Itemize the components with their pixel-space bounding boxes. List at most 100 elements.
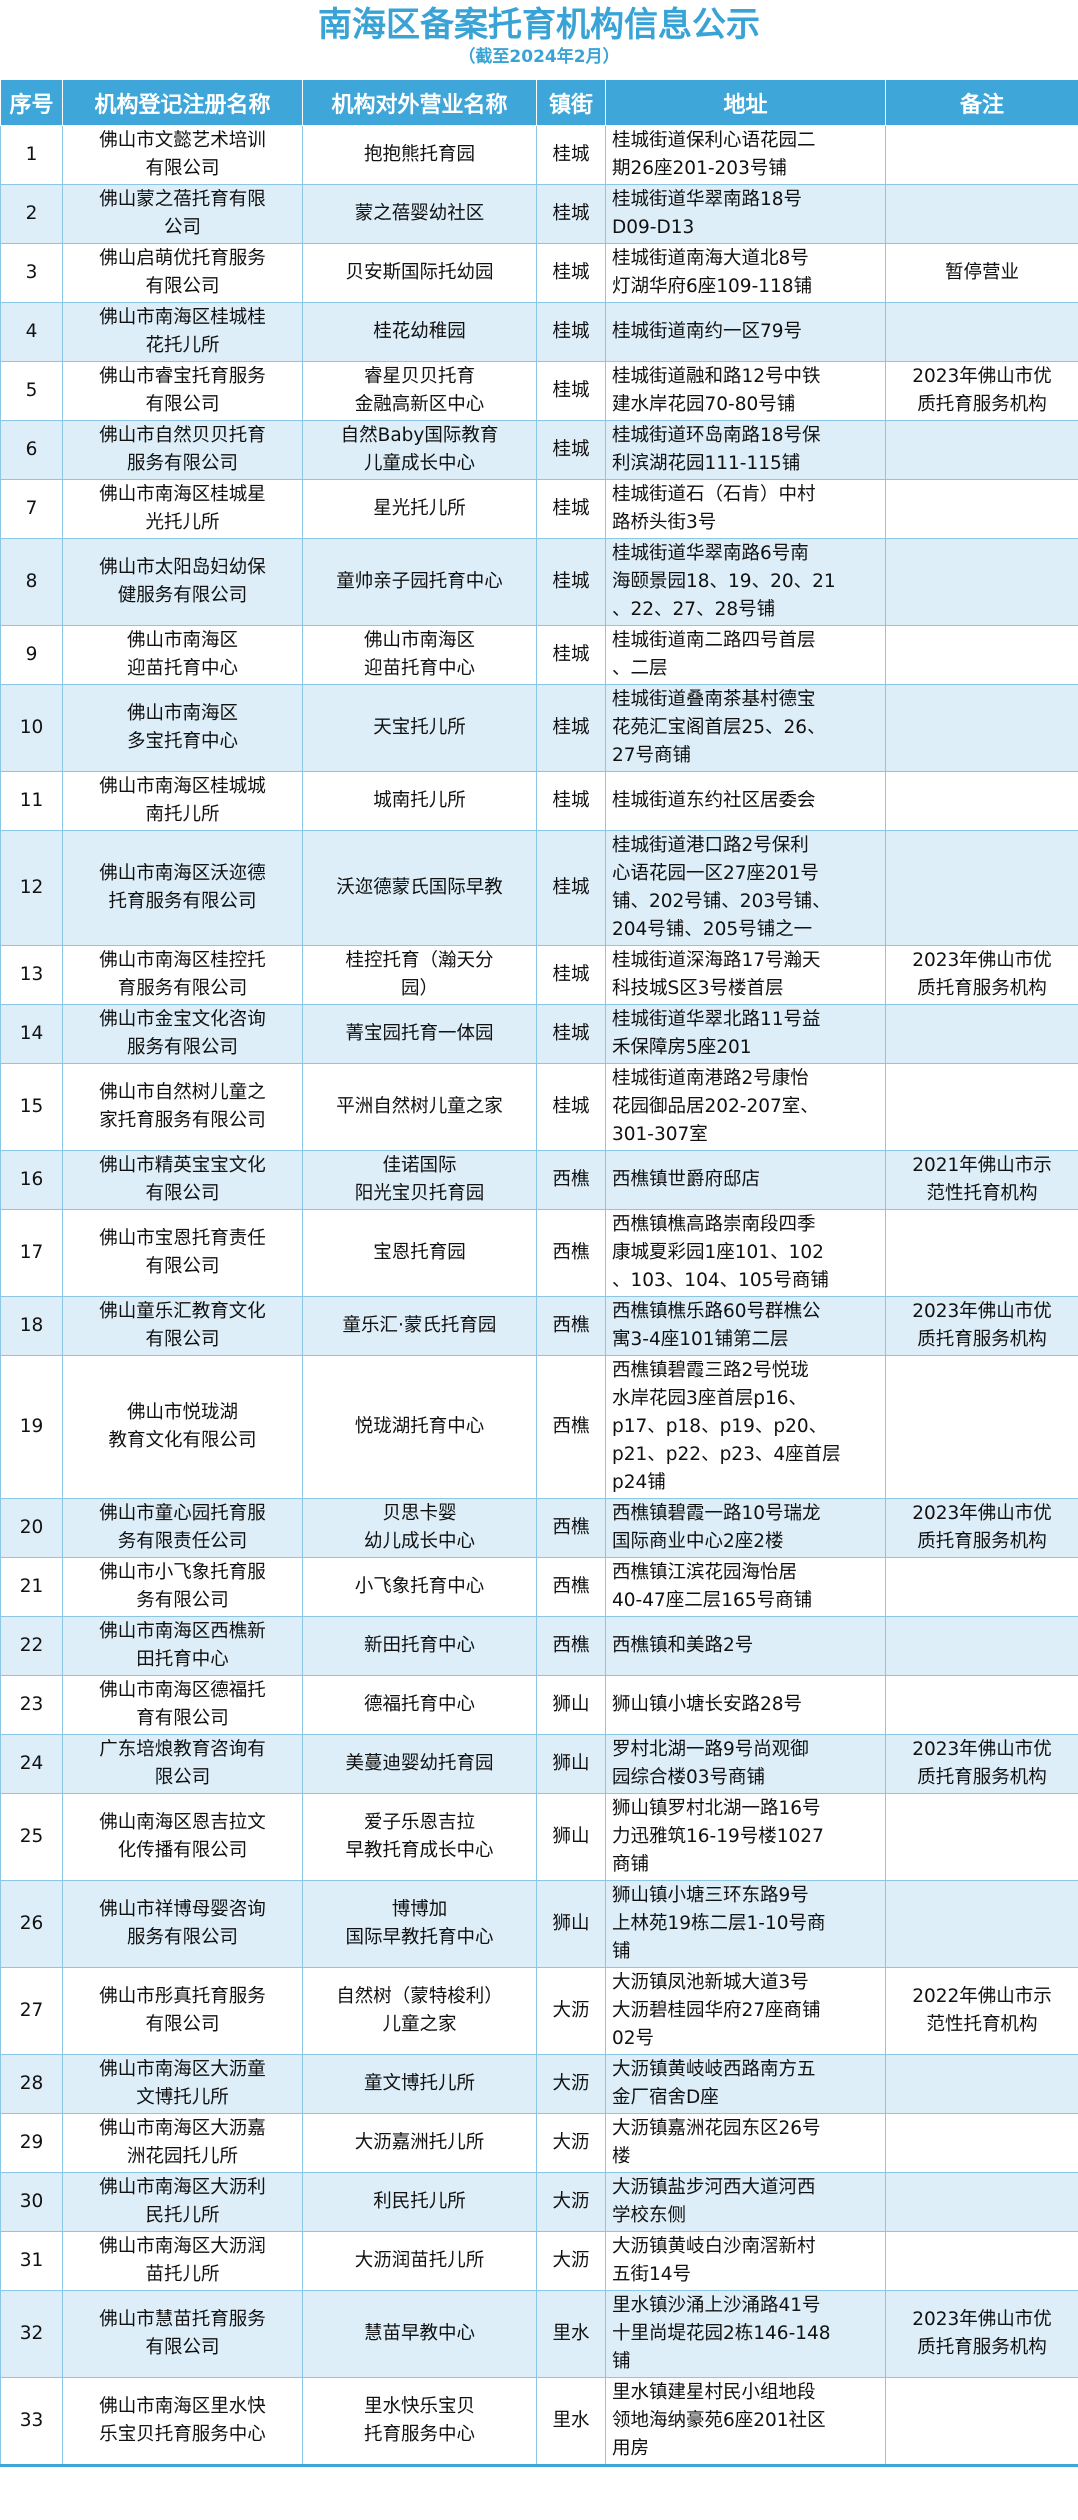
seq-cell: 7	[0, 479, 63, 539]
table-row: 10 佛山市南海区 多宝托育中心 天宝托儿所 桂城 桂城街道叠南茶基村德宝 花苑汇宝阁首…	[0, 684, 1078, 772]
business-name-cell: 自然树（蒙特梭利） 儿童之家	[302, 1967, 537, 2055]
seq-cell: 14	[0, 1004, 63, 1064]
reg-name-cell: 佛山市南海区西樵新 田托育中心	[62, 1616, 303, 1676]
address-cell: 狮山镇小塘长安路28号	[605, 1675, 886, 1735]
reg-name-cell: 佛山市南海区德福托 育有限公司	[62, 1675, 303, 1735]
address-cell: 狮山镇罗村北湖一路16号 力迅雅筑16-19号楼1027 商铺	[605, 1793, 886, 1881]
business-name-cell: 菁宝园托育一体园	[302, 1004, 537, 1064]
address-cell: 桂城街道保利心语花园二 期26座201-203号铺	[605, 125, 886, 185]
note-cell	[885, 125, 1078, 185]
address-cell: 桂城街道南港路2号康怡 花园御品居202-207室、 301-307室	[605, 1063, 886, 1151]
seq-cell: 17	[0, 1209, 63, 1297]
town-cell: 大沥	[536, 2231, 606, 2291]
seq-cell: 13	[0, 945, 63, 1005]
business-name-cell: 星光托儿所	[302, 479, 537, 539]
reg-name-cell: 佛山市悦珑湖 教育文化有限公司	[62, 1355, 303, 1499]
business-name-cell: 宝恩托育园	[302, 1209, 537, 1297]
reg-name-cell: 佛山市太阳岛妇幼保 健服务有限公司	[62, 538, 303, 626]
address-cell: 桂城街道融和路12号中铁 建水岸花园70-80号铺	[605, 361, 886, 421]
address-cell: 罗村北湖一路9号尚观御 园综合楼03号商铺	[605, 1734, 886, 1794]
seq-cell: 19	[0, 1355, 63, 1499]
reg-name-cell: 佛山市自然贝贝托育 服务有限公司	[62, 420, 303, 480]
note-cell: 2023年佛山市优 质托育服务机构	[885, 945, 1078, 1005]
town-cell: 狮山	[536, 1675, 606, 1735]
address-cell: 西樵镇樵高路崇南段四季 康城夏彩园1座101、102 、103、104、105号…	[605, 1209, 886, 1297]
table-row: 8 佛山市太阳岛妇幼保 健服务有限公司 童帅亲子园托育中心 桂城 桂城街道华翠南路6号南…	[0, 538, 1078, 626]
address-cell: 桂城街道南二路四号首层 、二层	[605, 625, 886, 685]
business-name-cell: 抱抱熊托育园	[302, 125, 537, 185]
table-row: 23 佛山市南海区德福托 育有限公司 德福托育中心 狮山 狮山镇小塘长安路28号	[0, 1675, 1078, 1735]
address-cell: 西樵镇江滨花园海怡居 40-47座二层165号商铺	[605, 1557, 886, 1617]
reg-name-cell: 佛山市南海区大沥润 苗托儿所	[62, 2231, 303, 2291]
business-name-cell: 童乐汇·蒙氏托育园	[302, 1296, 537, 1356]
table-row: 1 佛山市文懿艺术培训 有限公司 抱抱熊托育园 桂城 桂城街道保利心语花园二 期26座2…	[0, 125, 1078, 185]
business-name-cell: 桂花幼稚园	[302, 302, 537, 362]
business-name-cell: 睿星贝贝托育 金融高新区中心	[302, 361, 537, 421]
table-row: 27 佛山市彤真托育服务 有限公司 自然树（蒙特梭利） 儿童之家 大沥 大沥镇凤池新城大…	[0, 1967, 1078, 2055]
seq-cell: 33	[0, 2377, 63, 2466]
reg-name-cell: 佛山市慧苗托育服务 有限公司	[62, 2290, 303, 2378]
reg-name-cell: 佛山市宝恩托育责任 有限公司	[62, 1209, 303, 1297]
town-cell: 桂城	[536, 771, 606, 831]
town-cell: 大沥	[536, 2054, 606, 2114]
business-name-cell: 桂控托育（瀚天分 园）	[302, 945, 537, 1005]
address-cell: 西樵镇和美路2号	[605, 1616, 886, 1676]
town-cell: 桂城	[536, 830, 606, 946]
note-cell	[885, 2113, 1078, 2173]
reg-name-cell: 佛山市彤真托育服务 有限公司	[62, 1967, 303, 2055]
address-cell: 大沥镇嘉洲花园东区26号 楼	[605, 2113, 886, 2173]
business-name-cell: 城南托儿所	[302, 771, 537, 831]
business-name-cell: 佳诺国际 阳光宝贝托育园	[302, 1150, 537, 1210]
seq-cell: 3	[0, 243, 63, 303]
address-cell: 里水镇建星村民小组地段 领地海纳豪苑6座201社区 用房	[605, 2377, 886, 2466]
reg-name-cell: 佛山市童心园托育服 务有限责任公司	[62, 1498, 303, 1558]
reg-name-cell: 佛山市睿宝托育服务 有限公司	[62, 361, 303, 421]
town-cell: 桂城	[536, 538, 606, 626]
reg-name-cell: 佛山市南海区沃迩德 托育服务有限公司	[62, 830, 303, 946]
address-cell: 桂城街道东约社区居委会	[605, 771, 886, 831]
town-cell: 西樵	[536, 1498, 606, 1558]
seq-cell: 28	[0, 2054, 63, 2114]
seq-cell: 9	[0, 625, 63, 685]
town-cell: 里水	[536, 2377, 606, 2466]
header-reg-name: 机构登记注册名称	[62, 80, 303, 126]
address-cell: 桂城街道环岛南路18号保 利滨湖花园111-115铺	[605, 420, 886, 480]
reg-name-cell: 佛山市文懿艺术培训 有限公司	[62, 125, 303, 185]
seq-cell: 1	[0, 125, 63, 185]
table-row: 12 佛山市南海区沃迩德 托育服务有限公司 沃迩德蒙氏国际早教 桂城 桂城街道港口路2号…	[0, 830, 1078, 946]
address-cell: 西樵镇碧霞三路2号悦珑 水岸花园3座首层p16、 p17、p18、p19、p20…	[605, 1355, 886, 1499]
reg-name-cell: 佛山启萌优托育服务 有限公司	[62, 243, 303, 303]
business-name-cell: 利民托儿所	[302, 2172, 537, 2232]
note-cell	[885, 1675, 1078, 1735]
header-seq: 序号	[0, 80, 63, 126]
business-name-cell: 蒙之蓓婴幼社区	[302, 184, 537, 244]
table-row: 25 佛山南海区恩吉拉文 化传播有限公司 爱子乐恩吉拉 早教托育成长中心 狮山 狮山镇罗…	[0, 1793, 1078, 1881]
business-name-cell: 自然Baby国际教育 儿童成长中心	[302, 420, 537, 480]
town-cell: 大沥	[536, 1967, 606, 2055]
address-cell: 桂城街道华翠南路6号南 海颐景园18、19、20、21 、22、27、28号铺	[605, 538, 886, 626]
town-cell: 大沥	[536, 2172, 606, 2232]
town-cell: 西樵	[536, 1557, 606, 1617]
seq-cell: 32	[0, 2290, 63, 2378]
business-name-cell: 里水快乐宝贝 托育服务中心	[302, 2377, 537, 2466]
reg-name-cell: 广东培烺教育咨询有 限公司	[62, 1734, 303, 1794]
note-cell	[885, 684, 1078, 772]
note-cell	[885, 1616, 1078, 1676]
business-name-cell: 天宝托儿所	[302, 684, 537, 772]
note-cell: 2021年佛山市示 范性托育机构	[885, 1150, 1078, 1210]
town-cell: 桂城	[536, 684, 606, 772]
business-name-cell: 德福托育中心	[302, 1675, 537, 1735]
table-row: 17 佛山市宝恩托育责任 有限公司 宝恩托育园 西樵 西樵镇樵高路崇南段四季 康城夏彩园…	[0, 1209, 1078, 1297]
table-row: 31 佛山市南海区大沥润 苗托儿所 大沥润苗托儿所 大沥 大沥镇黄岐白沙南滘新村 五街1…	[0, 2231, 1078, 2291]
note-cell: 2023年佛山市优 质托育服务机构	[885, 2290, 1078, 2378]
address-cell: 大沥镇黄岐岐西路南方五 金厂宿舍D座	[605, 2054, 886, 2114]
reg-name-cell: 佛山市南海区桂城城 南托儿所	[62, 771, 303, 831]
address-cell: 西樵镇世爵府邸店	[605, 1150, 886, 1210]
seq-cell: 15	[0, 1063, 63, 1151]
business-name-cell: 沃迩德蒙氏国际早教	[302, 830, 537, 946]
town-cell: 西樵	[536, 1616, 606, 1676]
reg-name-cell: 佛山市自然树儿童之 家托育服务有限公司	[62, 1063, 303, 1151]
address-cell: 桂城街道南海大道北8号 灯湖华府6座109-118铺	[605, 243, 886, 303]
table-row: 3 佛山启萌优托育服务 有限公司 贝安斯国际托幼园 桂城 桂城街道南海大道北8号 灯湖华…	[0, 243, 1078, 303]
seq-cell: 2	[0, 184, 63, 244]
